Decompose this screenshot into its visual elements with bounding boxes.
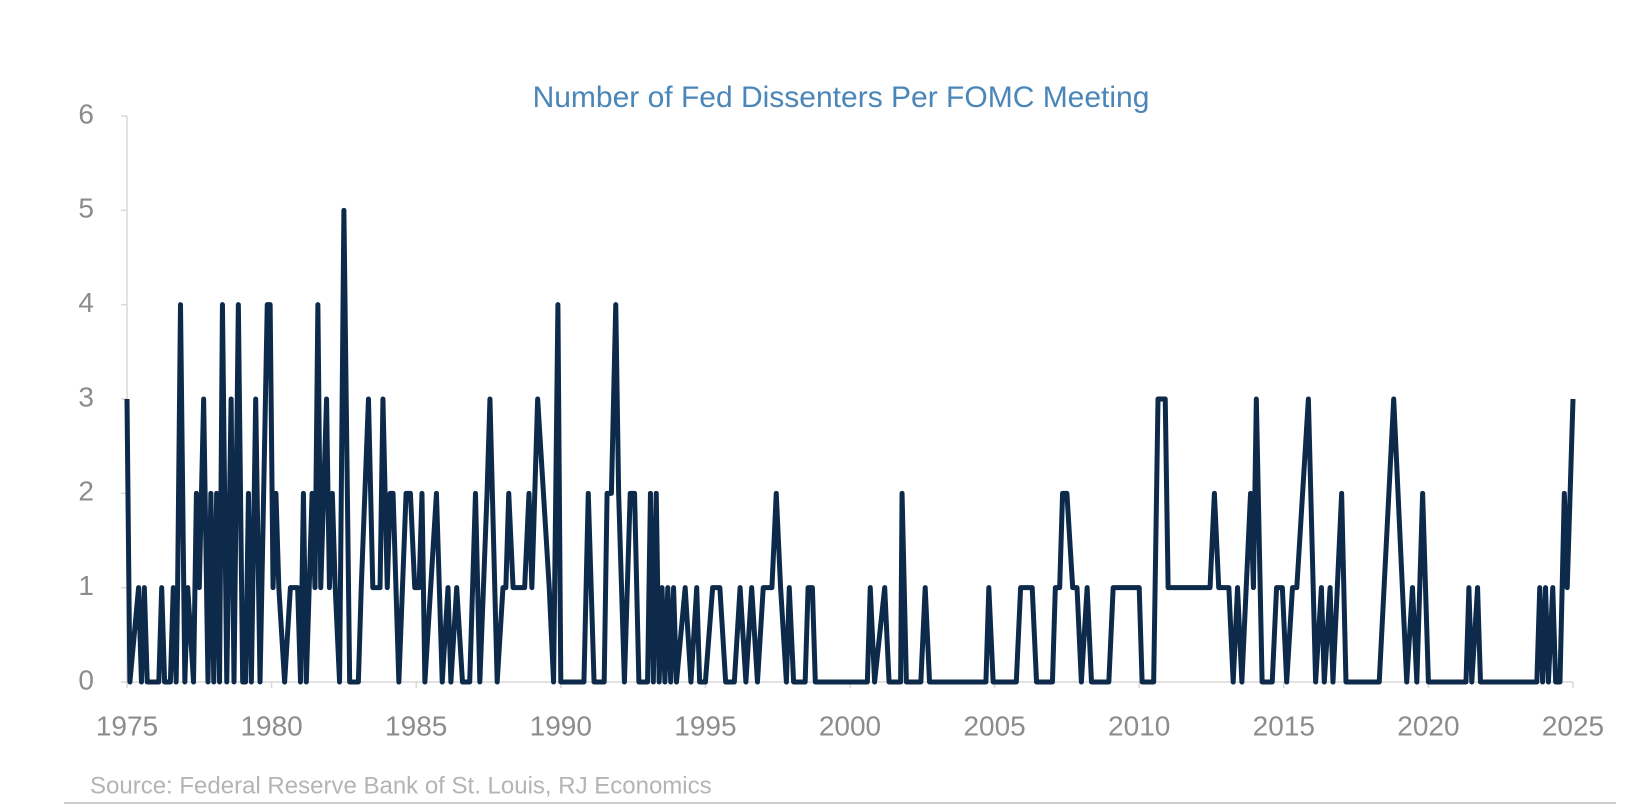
x-tick-label: 1995 xyxy=(674,710,736,741)
x-tick-label: 2010 xyxy=(1108,710,1170,741)
x-tick-label: 2025 xyxy=(1542,710,1604,741)
x-tick-label: 1985 xyxy=(385,710,447,741)
y-tick-label: 4 xyxy=(78,287,94,318)
data-line xyxy=(124,207,1576,685)
y-tick-label: 6 xyxy=(78,98,94,129)
y-tick-label: 0 xyxy=(78,664,94,695)
x-tick-label: 1990 xyxy=(530,710,592,741)
x-tick-label: 2020 xyxy=(1397,710,1459,741)
x-tick-label: 2015 xyxy=(1253,710,1315,741)
x-tick-label: 2005 xyxy=(963,710,1025,741)
source-note: Source: Federal Reserve Bank of St. Loui… xyxy=(90,772,712,799)
x-tick-label: 2000 xyxy=(819,710,881,741)
y-tick-label: 1 xyxy=(78,570,94,601)
y-tick-label: 5 xyxy=(78,193,94,224)
x-tick-label: 1975 xyxy=(96,710,158,741)
chart-title: Number of Fed Dissenters Per FOMC Meetin… xyxy=(533,81,1150,114)
y-tick-label: 2 xyxy=(78,476,94,507)
x-tick-label: 1980 xyxy=(240,710,302,741)
y-tick-label: 3 xyxy=(78,381,94,412)
